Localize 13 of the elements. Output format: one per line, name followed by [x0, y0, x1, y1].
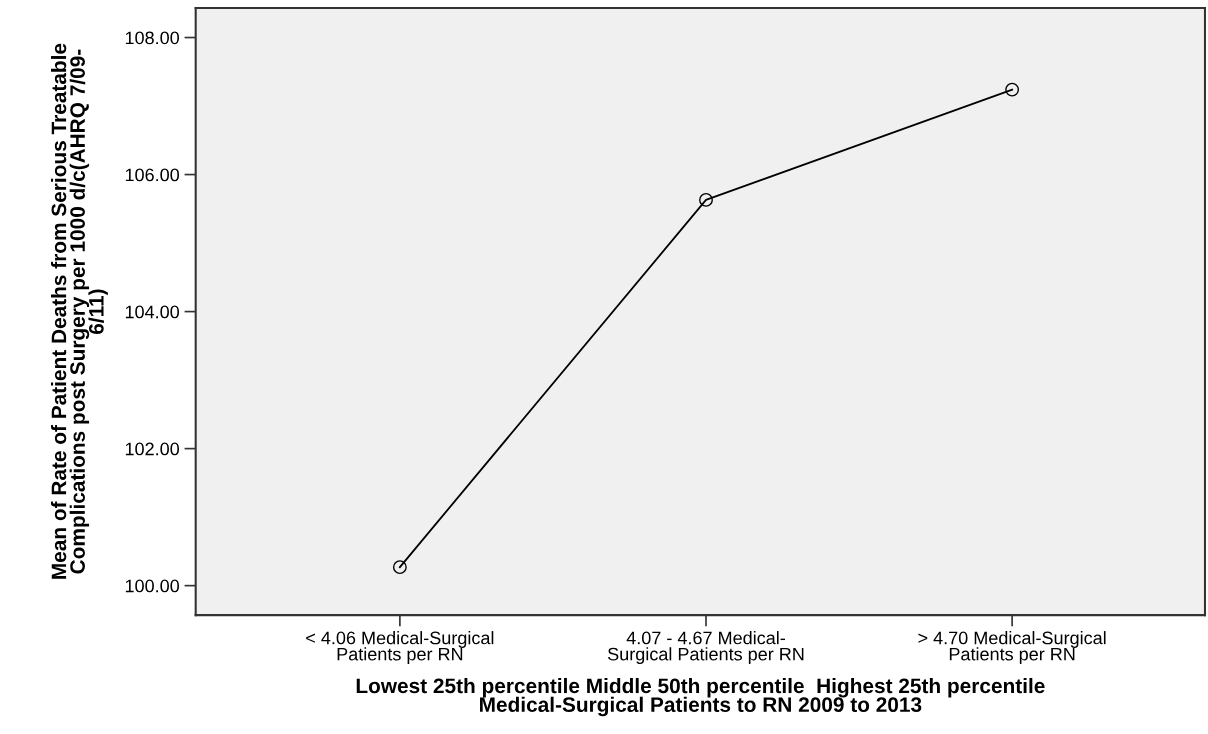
y-tick-label: 106.00 — [125, 168, 180, 182]
x-tick-label: < 4.06 Medical-Surgical Patients per RN — [306, 631, 494, 665]
point — [392, 560, 407, 575]
x-tick-label: > 4.70 Medical-Surgical Patients per RN — [918, 631, 1106, 665]
y-tick-label: 108.00 — [125, 31, 180, 45]
point — [1005, 82, 1020, 97]
point — [699, 192, 713, 207]
y-tick-label: 102.00 — [125, 442, 180, 456]
x-tick-label: 4.07 - 4.67 Medical- Surgical Patients per RN — [607, 631, 804, 665]
y-tick-label: 104.00 — [125, 305, 180, 319]
y-tick-label: 100.00 — [125, 579, 180, 593]
x-axis-title: Lowest 25th percentile Middle 50th percentile Highest 25th percentile Medical-Surgical Patients to RN 2009 to 2013 — [356, 677, 1045, 717]
y-axis-title: Mean of Rate of Patient Deaths from Serious Treatable Complications post Surgery per 1000 d/c(AHRQ 7/09- 6/11) — [51, 43, 108, 579]
